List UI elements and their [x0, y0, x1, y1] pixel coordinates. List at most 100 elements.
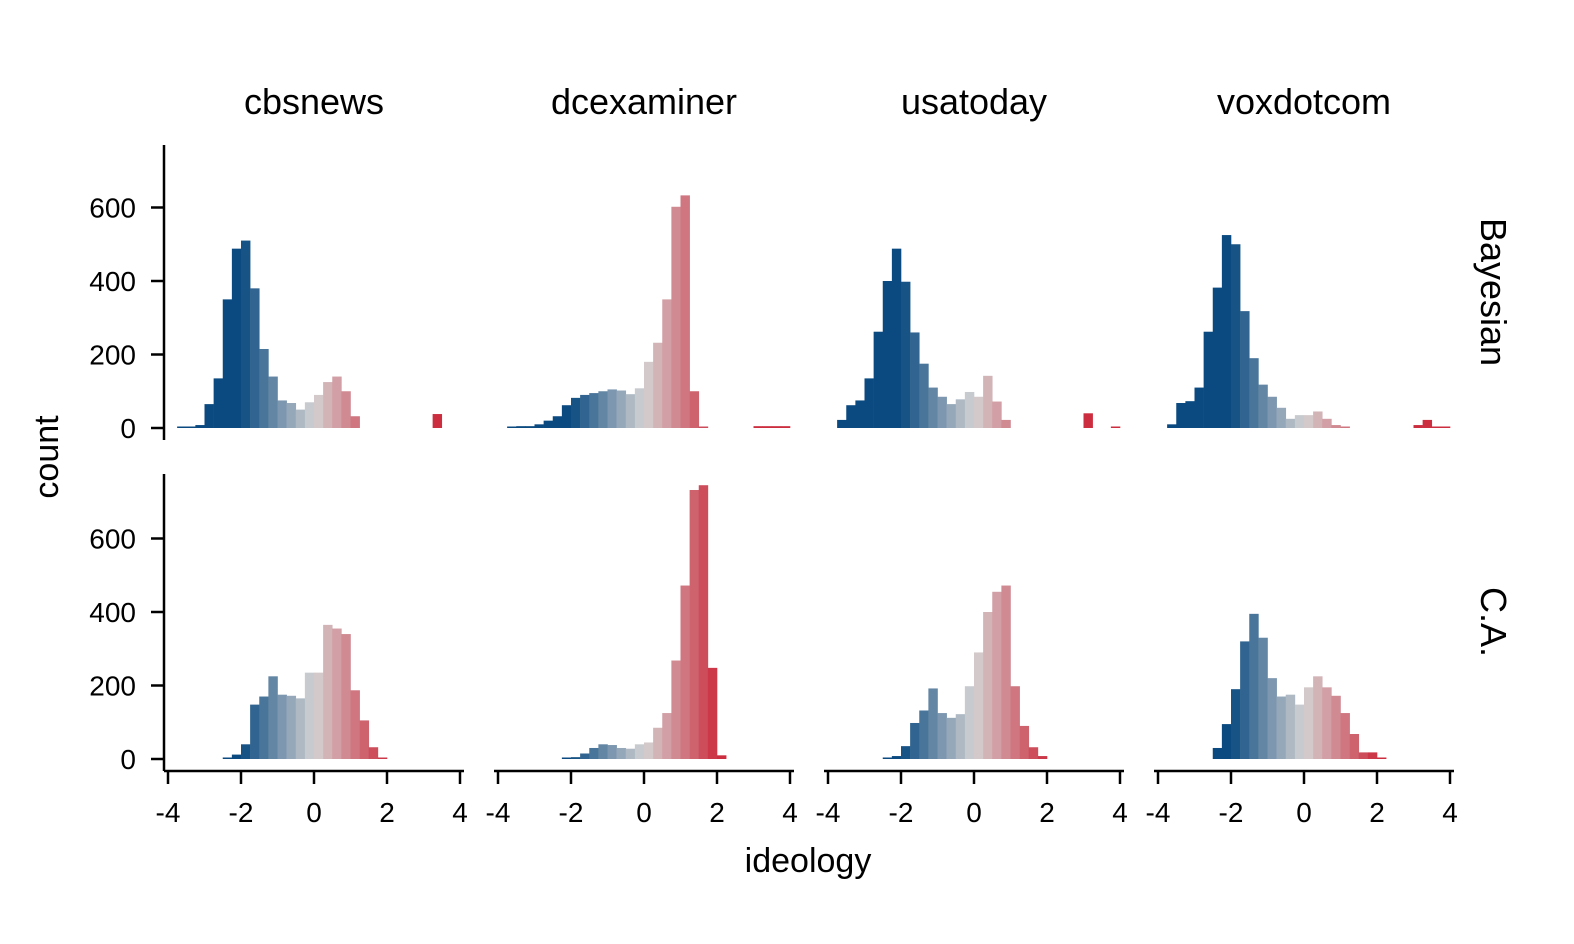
- histogram-bar: [259, 696, 269, 759]
- histogram-bar: [653, 727, 663, 759]
- histogram-bar: [762, 426, 773, 428]
- y-tick-label: 600: [89, 193, 136, 224]
- histogram-bar: [644, 361, 654, 428]
- x-tick-label: 2: [379, 797, 395, 828]
- histogram-bar: [946, 404, 957, 428]
- histogram-bar: [507, 426, 517, 428]
- histogram-bar: [1167, 424, 1177, 428]
- histogram-bar: [1285, 694, 1296, 759]
- histogram-bar: [1221, 724, 1232, 759]
- histogram-bar: [1294, 704, 1305, 759]
- axes: 0 200 400 600 0 200 400 600 -4 -2 0 2 4 -4 -2 0 2 4 -4 -2 0 2…: [89, 145, 1458, 828]
- histogram-bar: [241, 744, 251, 759]
- histogram-bar: [1304, 415, 1314, 428]
- histogram-bar: [534, 424, 544, 428]
- x-tick-label: 2: [1039, 797, 1055, 828]
- histogram-bar: [1340, 713, 1350, 759]
- histogram-bar: [222, 299, 233, 428]
- histogram-bar: [580, 394, 590, 428]
- histogram-bar: [992, 591, 1002, 759]
- histogram-bar: [1194, 387, 1204, 428]
- histogram-bar: [589, 393, 599, 428]
- panel-voxdotcom-bayesian: [1167, 235, 1451, 428]
- x-tick-label: 2: [1369, 797, 1385, 828]
- histogram-bar: [955, 399, 966, 428]
- histogram-bar: [323, 624, 333, 759]
- histogram-bar: [1212, 747, 1223, 759]
- histogram-bar: [946, 717, 957, 759]
- facet-title-voxdotcom: voxdotcom: [1217, 81, 1391, 122]
- histogram-bar: [432, 414, 443, 428]
- facet-strips: cbsnews dcexaminer usatoday voxdotcom Bayesi…: [244, 81, 1514, 657]
- histogram-bar: [846, 405, 856, 428]
- y-tick-label: 400: [89, 597, 136, 628]
- histogram-bar: [1276, 696, 1287, 759]
- x-tick-label: 0: [966, 797, 982, 828]
- histogram-bar: [717, 755, 727, 759]
- histogram-bar: [259, 348, 269, 428]
- histogram-bar: [634, 388, 645, 428]
- histogram-bar: [277, 400, 287, 428]
- x-tick-label: -4: [156, 797, 181, 828]
- facet-title-usatoday: usatoday: [901, 81, 1047, 122]
- histogram-bar: [561, 405, 572, 428]
- y-tick-label: 0: [120, 413, 136, 444]
- y-tick-label: 600: [89, 524, 136, 555]
- histogram-bar: [250, 704, 260, 759]
- histogram-bar: [873, 331, 884, 428]
- histogram-bar: [1221, 235, 1232, 428]
- histogram-bar: [1231, 689, 1241, 759]
- histogram-bar: [837, 419, 847, 428]
- x-tick-label: 0: [306, 797, 322, 828]
- histogram-bar: [901, 281, 911, 428]
- x-tick-label: 4: [1112, 797, 1128, 828]
- histogram-bar: [671, 206, 681, 428]
- histogram-bar: [241, 240, 251, 428]
- histogram-bar: [937, 713, 947, 759]
- histogram-bar: [1019, 725, 1030, 759]
- histogram-bar: [195, 425, 205, 428]
- histogram-bar: [964, 391, 975, 428]
- histogram-bar: [516, 426, 526, 428]
- histogram-bar: [368, 747, 379, 759]
- histogram-bar: [864, 378, 874, 428]
- histogram-bar: [698, 426, 709, 428]
- histogram-bar: [901, 746, 911, 759]
- histogram-bar: [1440, 426, 1451, 428]
- histogram-bar: [1377, 757, 1387, 759]
- histogram-bar: [1276, 407, 1287, 428]
- x-tick-label: -4: [1146, 797, 1171, 828]
- x-tick-label: 4: [782, 797, 798, 828]
- histogram-bar: [855, 400, 865, 428]
- histogram-bar: [177, 426, 187, 428]
- histogram-bar: [250, 288, 260, 428]
- histogram-bar: [268, 376, 278, 428]
- histogram-bar: [662, 299, 672, 428]
- histogram-bar: [937, 396, 947, 428]
- histogram-bar: [525, 426, 535, 428]
- histogram-bar: [571, 397, 581, 428]
- histogram-bar: [607, 745, 617, 759]
- histogram-bar: [1422, 419, 1433, 428]
- x-tick-label: -2: [1219, 797, 1244, 828]
- x-tick-label: 4: [1442, 797, 1458, 828]
- histogram-bar: [1322, 418, 1332, 428]
- histogram-bar: [1203, 331, 1214, 428]
- histogram-bar: [377, 757, 388, 759]
- histogram-bar: [780, 426, 791, 428]
- histogram-bar: [304, 402, 315, 428]
- histogram-bar: [1037, 756, 1048, 759]
- histogram-bar: [644, 742, 654, 759]
- y-tick-label: 200: [89, 671, 136, 702]
- histogram-bar: [616, 390, 627, 428]
- histogram-bar: [1304, 687, 1314, 759]
- histogram-bar: [680, 585, 690, 759]
- histogram-bar: [882, 281, 893, 428]
- histogram-bar: [1294, 415, 1305, 428]
- histogram-bar: [616, 747, 627, 759]
- histogram-bar: [1367, 752, 1378, 759]
- histogram-bar: [1267, 396, 1277, 428]
- histogram-bar: [580, 753, 590, 759]
- histogram-bar: [1249, 358, 1259, 428]
- histogram-bar: [1285, 418, 1296, 428]
